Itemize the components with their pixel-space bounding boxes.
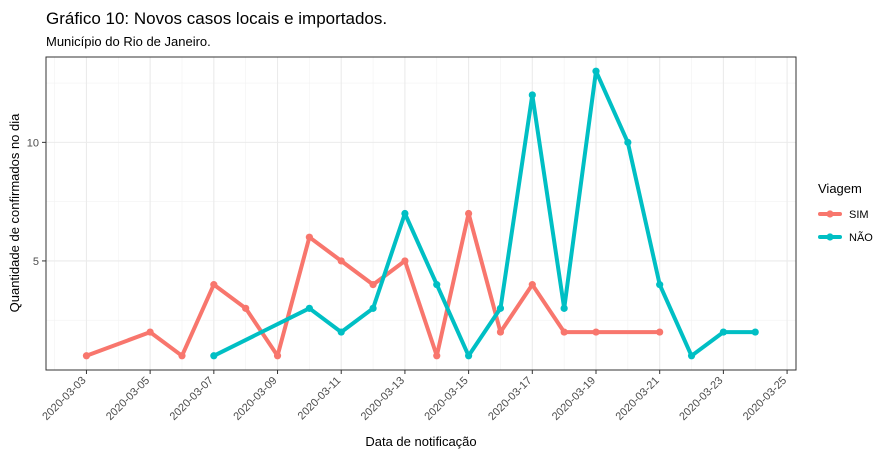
data-point: [433, 281, 441, 289]
data-point: [624, 138, 632, 146]
data-point: [528, 281, 536, 289]
data-point: [496, 304, 505, 312]
data-point: [465, 352, 473, 360]
legend-title: Viagem: [818, 181, 862, 196]
data-point: [401, 209, 409, 218]
data-point: [751, 328, 759, 336]
x-tick-label: 2020-03-17: [486, 375, 534, 423]
chart-subtitle: Município do Rio de Janeiro.: [46, 34, 211, 49]
data-point: [719, 328, 727, 336]
x-tick-label: 2020-03-19: [550, 375, 598, 423]
data-point: [656, 281, 664, 289]
data-point: [82, 352, 91, 360]
y-axis-title: Quantidade de confirmados no dia: [7, 113, 22, 313]
data-point: [656, 328, 664, 336]
data-point: [242, 304, 250, 312]
x-tick-label: 2020-03-23: [677, 375, 725, 423]
chart-title: Gráfico 10: Novos casos locais e importa…: [46, 9, 387, 28]
x-tick-label: 2020-03-21: [614, 375, 662, 423]
data-point: [273, 352, 282, 360]
x-tick-label: 2020-03-05: [104, 375, 152, 423]
x-tick-label: 2020-03-07: [168, 375, 216, 423]
data-point: [369, 281, 377, 289]
x-axis: 2020-03-03 2020-03-05 2020-03-07 2020-03-09…: [40, 370, 789, 423]
x-axis-title: Data de notificação: [365, 434, 476, 449]
data-point: [305, 304, 313, 312]
series-layer: [82, 67, 759, 360]
data-point: [528, 91, 536, 99]
x-tick-label: 2020-03-25: [741, 375, 789, 423]
data-point: [433, 352, 441, 360]
x-tick-label: 2020-03-03: [40, 375, 88, 423]
series-line-nao: [211, 69, 758, 358]
x-tick-label: 2020-03-09: [231, 375, 279, 423]
data-point: [337, 328, 345, 336]
plot-border: [45, 56, 797, 371]
y-tick-label: 5: [33, 256, 39, 268]
data-point: [210, 352, 218, 360]
data-point: [496, 328, 505, 336]
legend-key-point: [826, 210, 834, 218]
data-point: [592, 67, 600, 75]
x-tick-label: 2020-03-11: [296, 375, 344, 423]
data-point: [560, 304, 568, 312]
data-point: [401, 257, 409, 265]
x-tick-label: 2020-03-13: [359, 375, 407, 423]
data-point: [337, 257, 345, 265]
x-tick-label: 2020-03-15: [422, 375, 470, 423]
legend-key-point: [826, 233, 834, 241]
data-point: [465, 209, 473, 218]
data-point: [305, 233, 313, 241]
data-point: [560, 328, 568, 336]
data-point: [687, 352, 696, 360]
data-point: [369, 304, 377, 312]
y-axis: 5 10: [27, 137, 46, 268]
data-point: [592, 328, 600, 336]
data-point: [146, 328, 154, 336]
data-point: [210, 281, 218, 289]
gridlines: [46, 57, 796, 370]
plot-panel: [46, 57, 796, 370]
y-tick-label: 10: [27, 137, 39, 149]
data-point: [178, 352, 186, 360]
legend: Viagem SIM NÃO: [818, 181, 873, 244]
legend-label: SIM: [849, 209, 869, 221]
legend-label: NÃO: [849, 231, 873, 244]
